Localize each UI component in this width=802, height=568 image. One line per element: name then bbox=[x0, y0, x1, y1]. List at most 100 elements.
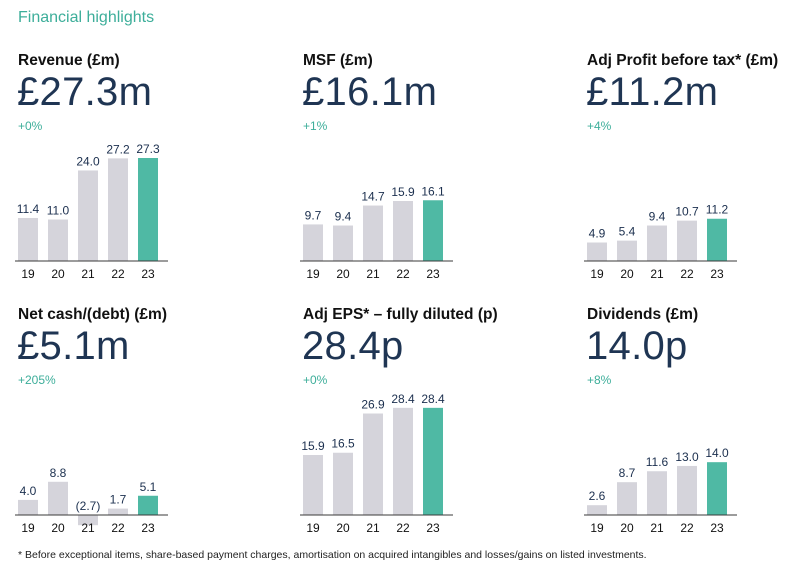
bar-22 bbox=[677, 465, 697, 515]
panel-title: MSF (£m) bbox=[303, 52, 373, 69]
change-percent: +0% bbox=[303, 373, 328, 387]
data-label-20: 11.0 bbox=[47, 203, 70, 217]
x-tick-label-19: 19 bbox=[306, 521, 320, 535]
bar-21 bbox=[363, 413, 383, 515]
data-label-19: 4.9 bbox=[589, 227, 606, 241]
bar-23 bbox=[138, 158, 158, 261]
x-tick-label-19: 19 bbox=[21, 521, 35, 535]
bar-21 bbox=[363, 205, 383, 261]
bar-19 bbox=[303, 455, 323, 515]
bar-21 bbox=[78, 170, 98, 261]
bar-22 bbox=[393, 201, 413, 261]
panel-msf: MSF (£m) £16.1m +1% 9.7 19 9.4 20 14.7 21 15.9… bbox=[300, 52, 553, 302]
bar-21 bbox=[647, 225, 667, 261]
headline-value: 28.4p bbox=[302, 324, 404, 368]
data-label-19: 2.6 bbox=[589, 489, 606, 503]
bar-chart-dividends: 2.6 19 8.7 20 11.6 21 13.0 22 14.0 23 bbox=[584, 446, 737, 535]
headline-value: £11.2m bbox=[586, 70, 719, 114]
bar-20 bbox=[333, 225, 353, 261]
x-tick-label-21: 21 bbox=[366, 521, 380, 535]
bar-23 bbox=[423, 200, 443, 261]
bar-20 bbox=[48, 219, 68, 261]
data-label-19: 9.7 bbox=[305, 208, 322, 222]
bar-22 bbox=[108, 508, 128, 515]
x-tick-label-21: 21 bbox=[81, 267, 95, 281]
bar-23 bbox=[707, 218, 727, 261]
x-tick-label-21: 21 bbox=[650, 267, 664, 281]
data-label-22: 10.7 bbox=[675, 205, 699, 219]
x-tick-label-20: 20 bbox=[336, 521, 350, 535]
panel-dividends: Dividends (£m) 14.0p +8% 2.6 19 8.7 20 11.6 2… bbox=[584, 306, 802, 556]
x-tick-label-19: 19 bbox=[590, 267, 604, 281]
data-label-20: 8.8 bbox=[50, 466, 67, 480]
bar-chart-adj-eps: 15.9 19 16.5 20 26.9 21 28.4 22 28.4 23 bbox=[300, 392, 453, 535]
x-tick-label-20: 20 bbox=[51, 521, 65, 535]
change-percent: +8% bbox=[587, 373, 612, 387]
data-label-23: 5.1 bbox=[140, 480, 157, 494]
panel-title: Adj Profit before tax* (£m) bbox=[587, 52, 779, 69]
change-percent: +4% bbox=[587, 119, 612, 133]
bar-chart-net-cash: 4.0 19 8.8 20 (2.7) 21 1.7 22 5.1 23 bbox=[15, 466, 168, 535]
panel-title: Net cash/(debt) (£m) bbox=[18, 306, 167, 323]
change-percent: +205% bbox=[18, 373, 56, 387]
headline-value: 14.0p bbox=[586, 324, 688, 368]
x-tick-label-23: 23 bbox=[426, 521, 440, 535]
x-tick-label-23: 23 bbox=[141, 267, 155, 281]
x-tick-label-21: 21 bbox=[650, 521, 664, 535]
bar-20 bbox=[333, 452, 353, 515]
bar-21 bbox=[78, 515, 98, 526]
headline-value: £16.1m bbox=[302, 70, 438, 114]
page-title: Financial highlights bbox=[18, 9, 155, 26]
bar-19 bbox=[587, 242, 607, 261]
data-label-19: 15.9 bbox=[301, 439, 325, 453]
x-tick-label-23: 23 bbox=[710, 267, 724, 281]
data-label-20: 16.5 bbox=[331, 437, 355, 451]
bar-19 bbox=[18, 499, 38, 515]
data-label-21: 26.9 bbox=[361, 398, 385, 412]
x-tick-label-20: 20 bbox=[620, 521, 634, 535]
bar-20 bbox=[48, 481, 68, 515]
panel-net-cash: Net cash/(debt) (£m) £5.1m +205% 4.0 19 8.… bbox=[15, 306, 268, 556]
bar-chart-adj-profit: 4.9 19 5.4 20 9.4 21 10.7 22 11.2 23 bbox=[584, 203, 737, 281]
data-label-22: 1.7 bbox=[110, 493, 127, 507]
bar-19 bbox=[18, 217, 38, 261]
footnote: * Before exceptional items, share-based … bbox=[18, 549, 647, 561]
data-label-23: 28.4 bbox=[421, 392, 445, 406]
data-label-20: 9.4 bbox=[335, 210, 352, 224]
data-label-22: 15.9 bbox=[391, 185, 415, 199]
panel-revenue: Revenue (£m) £27.3m +0% 11.4 19 11.0 20 24.0… bbox=[15, 52, 268, 302]
panel-title: Adj EPS* – fully diluted (p) bbox=[303, 306, 498, 323]
data-label-21: (2.7) bbox=[76, 499, 101, 513]
x-tick-label-22: 22 bbox=[680, 521, 694, 535]
x-tick-label-20: 20 bbox=[51, 267, 65, 281]
bar-23 bbox=[423, 407, 443, 515]
x-tick-label-20: 20 bbox=[336, 267, 350, 281]
data-label-19: 11.4 bbox=[17, 202, 40, 216]
data-label-21: 24.0 bbox=[76, 154, 100, 168]
x-tick-label-23: 23 bbox=[141, 521, 155, 535]
change-percent: +0% bbox=[18, 119, 43, 133]
bar-19 bbox=[587, 505, 607, 515]
bar-22 bbox=[393, 407, 413, 515]
x-tick-label-20: 20 bbox=[620, 267, 634, 281]
x-tick-label-22: 22 bbox=[680, 267, 694, 281]
bar-chart-msf: 9.7 19 9.4 20 14.7 21 15.9 22 16.1 23 bbox=[300, 184, 453, 281]
bar-19 bbox=[303, 224, 323, 261]
x-tick-label-22: 22 bbox=[111, 521, 125, 535]
x-tick-label-19: 19 bbox=[21, 267, 35, 281]
data-label-21: 14.7 bbox=[361, 190, 385, 204]
data-label-23: 16.1 bbox=[421, 184, 445, 198]
headline-value: £5.1m bbox=[17, 324, 130, 368]
x-tick-label-21: 21 bbox=[366, 267, 380, 281]
headline-value: £27.3m bbox=[17, 70, 153, 114]
x-tick-label-22: 22 bbox=[111, 267, 125, 281]
data-label-19: 4.0 bbox=[20, 484, 37, 498]
data-label-22: 28.4 bbox=[391, 392, 415, 406]
data-label-22: 13.0 bbox=[675, 450, 699, 464]
panel-title: Dividends (£m) bbox=[587, 306, 699, 323]
x-tick-label-22: 22 bbox=[396, 521, 410, 535]
bar-22 bbox=[677, 220, 697, 261]
x-tick-label-22: 22 bbox=[396, 267, 410, 281]
data-label-23: 27.3 bbox=[136, 142, 160, 156]
bar-20 bbox=[617, 482, 637, 515]
